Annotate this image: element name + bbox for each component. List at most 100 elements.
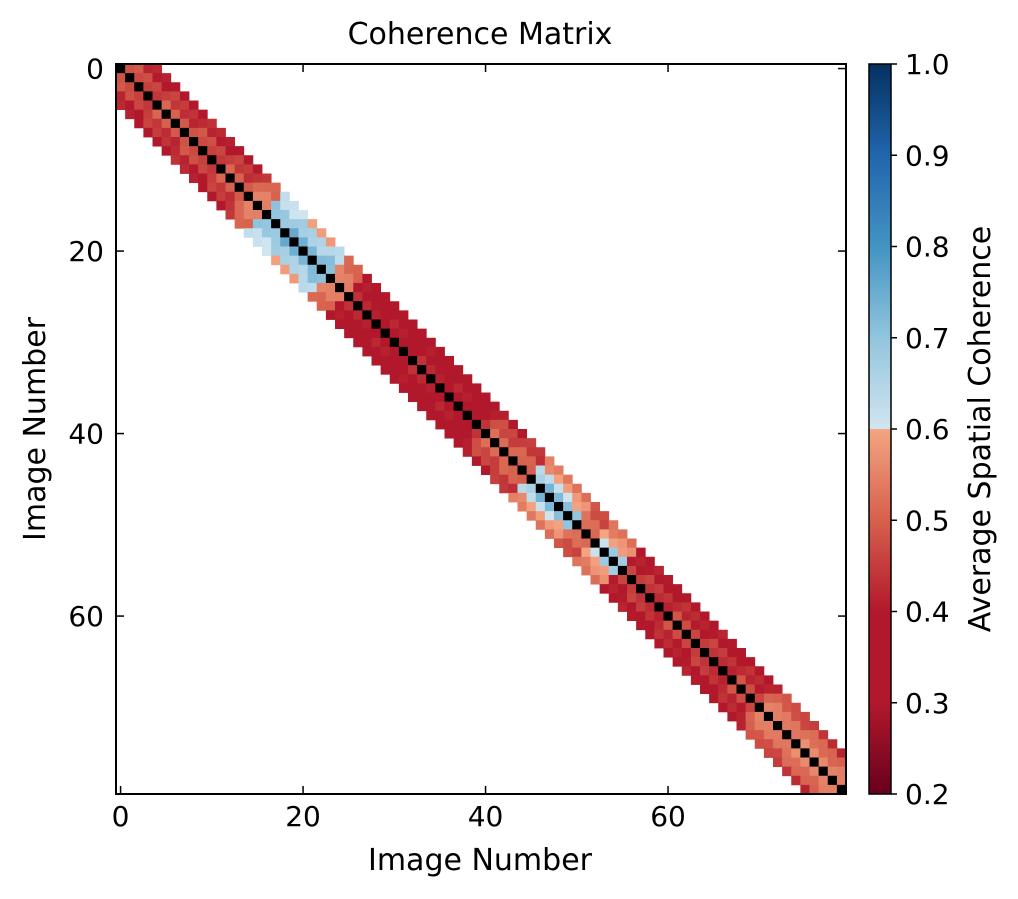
heatmap-cell bbox=[325, 292, 336, 302]
heatmap-cell bbox=[599, 529, 610, 539]
heatmap-cell bbox=[508, 429, 518, 439]
heatmap-cell bbox=[572, 547, 582, 558]
heatmap-cell bbox=[636, 565, 646, 576]
heatmap-cell bbox=[563, 492, 573, 503]
heatmap-cell bbox=[599, 556, 610, 567]
heatmap-cell bbox=[243, 182, 254, 193]
heatmap-cell bbox=[371, 283, 382, 293]
heatmap-cell bbox=[335, 301, 345, 311]
heatmap-cell bbox=[517, 465, 528, 476]
heatmap-cell bbox=[526, 483, 537, 494]
heatmap-cell bbox=[453, 438, 464, 448]
heatmap-cell bbox=[179, 155, 190, 165]
heatmap-cell bbox=[207, 118, 217, 129]
heatmap-cell bbox=[398, 328, 409, 339]
heatmap-cell bbox=[189, 118, 199, 129]
heatmap-cell bbox=[471, 429, 482, 439]
heatmap-cell bbox=[189, 146, 199, 156]
heatmap-cell bbox=[481, 447, 491, 457]
heatmap-cell bbox=[444, 374, 455, 384]
heatmap-cell bbox=[572, 511, 582, 521]
heatmap-cell bbox=[271, 210, 281, 220]
heatmap-cell bbox=[243, 228, 254, 238]
heatmap-cell bbox=[417, 401, 427, 412]
heatmap-cell bbox=[754, 721, 765, 731]
heatmap-cell bbox=[371, 319, 382, 330]
heatmap-cell bbox=[590, 502, 601, 512]
heatmap-cell bbox=[700, 684, 710, 695]
heatmap-cell bbox=[453, 365, 464, 375]
heatmap-cell bbox=[590, 556, 601, 567]
heatmap-cell bbox=[161, 127, 172, 138]
heatmap-cell bbox=[216, 200, 226, 211]
heatmap-cell bbox=[727, 638, 737, 649]
heatmap-cell bbox=[380, 292, 391, 302]
heatmap-cell bbox=[654, 584, 664, 594]
heatmap-cell bbox=[581, 492, 591, 503]
heatmap-cell bbox=[499, 456, 509, 466]
heatmap-cell bbox=[645, 629, 655, 640]
heatmap-cell bbox=[243, 155, 254, 165]
heatmap-cell bbox=[800, 730, 810, 740]
heatmap-cell bbox=[782, 730, 792, 740]
heatmap-cell bbox=[435, 419, 445, 430]
heatmap-cell bbox=[471, 419, 482, 430]
heatmap-cell bbox=[207, 182, 217, 193]
heatmap-cell bbox=[143, 127, 153, 138]
heatmap-cell bbox=[718, 629, 728, 640]
heatmap-cell bbox=[645, 602, 655, 612]
heatmap-cell bbox=[700, 648, 710, 658]
heatmap-cell bbox=[800, 739, 810, 749]
heatmap-cell bbox=[754, 675, 765, 685]
heatmap-cell bbox=[225, 137, 236, 147]
colorbar-label: Average Spatial Coherence bbox=[963, 226, 998, 632]
heatmap-cell bbox=[572, 538, 582, 549]
heatmap-cell bbox=[289, 246, 299, 257]
heatmap-cell bbox=[170, 91, 181, 101]
heatmap-cell bbox=[161, 100, 172, 111]
heatmap-cell bbox=[700, 657, 710, 667]
heatmap-cell bbox=[371, 301, 382, 311]
heatmap-cell bbox=[535, 492, 546, 503]
heatmap-cell bbox=[371, 356, 382, 366]
heatmap-cell bbox=[426, 401, 436, 412]
heatmap-cell bbox=[262, 173, 272, 184]
heatmap-cell bbox=[234, 164, 245, 174]
heatmap-cell bbox=[225, 146, 236, 156]
heatmap-cell bbox=[408, 337, 418, 348]
heatmap-cell bbox=[617, 584, 628, 594]
heatmap-cell bbox=[389, 346, 400, 357]
heatmap-cell bbox=[298, 264, 309, 275]
heatmap-cell bbox=[736, 675, 747, 685]
heatmap-cell bbox=[654, 620, 664, 631]
heatmap-cell bbox=[700, 611, 710, 622]
heatmap-cell bbox=[252, 191, 263, 202]
heatmap-cell bbox=[307, 237, 318, 247]
heatmap-cell bbox=[709, 666, 719, 676]
heatmap-cell bbox=[490, 474, 500, 485]
heatmap-cell bbox=[672, 657, 683, 667]
heatmap-cell bbox=[526, 502, 537, 512]
heatmap-cell bbox=[316, 292, 327, 302]
heatmap-cell bbox=[827, 766, 838, 777]
heatmap-cell bbox=[426, 356, 436, 366]
heatmap-cell bbox=[535, 502, 546, 512]
heatmap-cell bbox=[508, 474, 518, 485]
heatmap-cell bbox=[572, 529, 582, 539]
heatmap-cell bbox=[216, 173, 226, 184]
heatmap-cell bbox=[134, 100, 144, 111]
y-tick-label: 40 bbox=[68, 418, 104, 451]
heatmap-cell bbox=[152, 137, 163, 147]
heatmap-cell bbox=[453, 419, 464, 430]
heatmap-cell bbox=[800, 784, 810, 795]
heatmap-cell bbox=[271, 246, 281, 257]
heatmap-cell bbox=[627, 611, 637, 622]
heatmap-cell bbox=[380, 310, 391, 320]
heatmap-cell bbox=[672, 593, 683, 603]
heatmap-cell bbox=[362, 346, 372, 357]
heatmap-cell bbox=[179, 127, 190, 138]
heatmap-cell bbox=[389, 374, 400, 384]
heatmap-cell bbox=[216, 146, 226, 156]
heatmap-cell bbox=[645, 575, 655, 585]
heatmap-cell bbox=[681, 602, 692, 612]
